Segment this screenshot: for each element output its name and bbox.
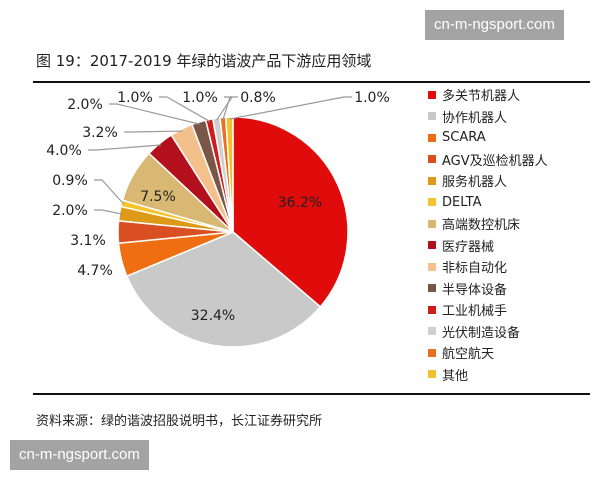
legend-item: 光伏制造设备 <box>428 321 548 343</box>
legend-label: SCARA <box>442 130 486 146</box>
pie-slice <box>224 116 234 233</box>
legend-item: AGV及巡检机器人 <box>428 149 548 171</box>
source-note: 资料来源：绿的谐波招股说明书，长江证券研究所 <box>36 414 323 429</box>
legend-item: 工业机械手 <box>428 299 548 321</box>
data-label: 32.4% <box>191 308 235 324</box>
leader-line <box>222 96 238 120</box>
legend-swatch <box>428 284 436 293</box>
legend-label: 非标自动化 <box>442 261 508 277</box>
data-label: 0.8% <box>240 90 276 106</box>
legend-item: DELTA <box>428 192 548 214</box>
legend-swatch <box>428 133 436 142</box>
watermark-top: cn-m-ngsport.com <box>425 10 564 40</box>
legend-swatch <box>428 348 436 357</box>
legend-label: 光伏制造设备 <box>442 325 521 341</box>
legend-swatch <box>428 219 436 228</box>
data-label: 36.2% <box>278 195 322 211</box>
legend-item: 多关节机器人 <box>428 84 548 106</box>
legend-swatch <box>428 262 436 271</box>
legend-swatch <box>428 155 436 164</box>
chart-title: 图 19：2017-2019 年绿的谐波产品下游应用领域 <box>36 52 372 70</box>
legend-swatch <box>428 305 436 314</box>
leader-line <box>94 209 122 215</box>
data-label: 1.0% <box>354 90 390 106</box>
legend-label: 多关节机器人 <box>442 89 521 105</box>
data-label: 4.7% <box>77 263 113 279</box>
legend-item: 非标自动化 <box>428 256 548 278</box>
legend-item: 协作机器人 <box>428 106 548 128</box>
legend-label: 半导体设备 <box>442 282 508 298</box>
leader-line <box>159 96 210 122</box>
leader-line <box>94 179 125 205</box>
legend-item: 其他 <box>428 364 548 386</box>
legend-label: 其他 <box>442 368 469 384</box>
legend-label: 航空航天 <box>442 347 495 363</box>
legend-item: SCARA <box>428 127 548 149</box>
data-label: 3.2% <box>82 125 118 141</box>
legend: 多关节机器人 协作机器人 SCARA AGV及巡检机器人 服务机器人 DELTA 高端数控机… <box>428 84 548 385</box>
legend-label: AGV及巡检机器人 <box>442 153 548 169</box>
data-label: 1.0% <box>182 90 218 106</box>
leader-line <box>109 103 200 125</box>
data-label: 1.0% <box>117 90 153 106</box>
leader-line <box>88 144 161 151</box>
data-label: 4.0% <box>46 143 82 159</box>
legend-label: 服务机器人 <box>442 175 508 191</box>
legend-swatch <box>428 198 436 207</box>
legend-label: 协作机器人 <box>442 110 508 126</box>
legend-swatch <box>428 327 436 336</box>
data-label: 7.5% <box>140 189 176 205</box>
legend-swatch <box>428 241 436 250</box>
watermark-bottom: cn-m-ngsport.com <box>10 440 149 470</box>
legend-swatch <box>428 370 436 379</box>
pie-slice <box>232 116 349 308</box>
leader-line <box>229 96 352 120</box>
data-label: 0.9% <box>52 173 88 189</box>
legend-item: 高端数控机床 <box>428 213 548 235</box>
legend-swatch <box>428 90 436 99</box>
legend-label: 高端数控机床 <box>442 218 521 234</box>
legend-item: 半导体设备 <box>428 278 548 300</box>
legend-label: 工业机械手 <box>442 304 508 320</box>
title-rule <box>33 81 590 83</box>
data-label: 2.0% <box>67 97 103 113</box>
legend-label: 医疗器械 <box>442 239 495 255</box>
legend-item: 服务机器人 <box>428 170 548 192</box>
data-label: 2.0% <box>52 203 88 219</box>
legend-item: 航空航天 <box>428 342 548 364</box>
legend-item: 医疗器械 <box>428 235 548 257</box>
legend-swatch <box>428 112 436 121</box>
pie-slice <box>125 231 322 348</box>
legend-label: DELTA <box>442 194 482 210</box>
data-label: 3.1% <box>70 233 106 249</box>
footer-rule <box>33 393 590 395</box>
leader-line <box>124 130 183 133</box>
legend-swatch <box>428 176 436 185</box>
